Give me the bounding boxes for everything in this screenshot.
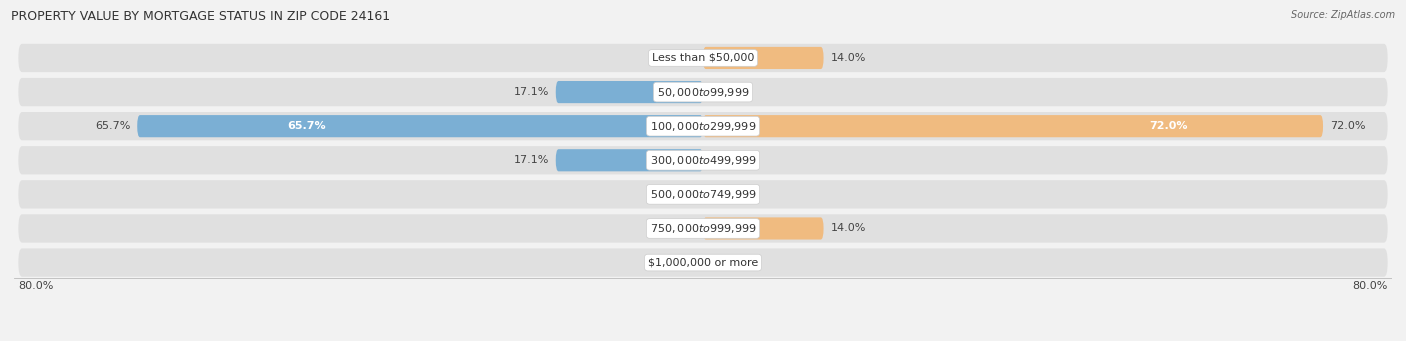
Text: $1,000,000 or more: $1,000,000 or more — [648, 257, 758, 268]
Text: PROPERTY VALUE BY MORTGAGE STATUS IN ZIP CODE 24161: PROPERTY VALUE BY MORTGAGE STATUS IN ZIP… — [11, 10, 391, 23]
FancyBboxPatch shape — [138, 115, 703, 137]
Text: 80.0%: 80.0% — [18, 281, 53, 291]
Text: $300,000 to $499,999: $300,000 to $499,999 — [650, 154, 756, 167]
Text: $750,000 to $999,999: $750,000 to $999,999 — [650, 222, 756, 235]
Text: 0.0%: 0.0% — [662, 257, 690, 268]
Text: 72.0%: 72.0% — [1149, 121, 1187, 131]
Text: Less than $50,000: Less than $50,000 — [652, 53, 754, 63]
Text: 65.7%: 65.7% — [96, 121, 131, 131]
Text: 0.0%: 0.0% — [716, 155, 744, 165]
Text: 14.0%: 14.0% — [831, 223, 866, 234]
FancyBboxPatch shape — [18, 180, 1388, 208]
FancyBboxPatch shape — [18, 44, 1388, 72]
Text: 17.1%: 17.1% — [513, 87, 548, 97]
Text: $100,000 to $299,999: $100,000 to $299,999 — [650, 120, 756, 133]
Text: Source: ZipAtlas.com: Source: ZipAtlas.com — [1291, 10, 1395, 20]
FancyBboxPatch shape — [703, 115, 1323, 137]
FancyBboxPatch shape — [555, 81, 703, 103]
Text: 14.0%: 14.0% — [831, 53, 866, 63]
FancyBboxPatch shape — [18, 112, 1388, 140]
Text: 0.0%: 0.0% — [716, 189, 744, 199]
Text: $50,000 to $99,999: $50,000 to $99,999 — [657, 86, 749, 99]
FancyBboxPatch shape — [18, 78, 1388, 106]
FancyBboxPatch shape — [18, 146, 1388, 175]
FancyBboxPatch shape — [703, 47, 824, 69]
Text: 0.0%: 0.0% — [716, 257, 744, 268]
FancyBboxPatch shape — [18, 214, 1388, 243]
Text: $500,000 to $749,999: $500,000 to $749,999 — [650, 188, 756, 201]
Text: 0.0%: 0.0% — [662, 223, 690, 234]
Text: 17.1%: 17.1% — [513, 155, 548, 165]
FancyBboxPatch shape — [703, 218, 824, 239]
Text: 80.0%: 80.0% — [1353, 281, 1388, 291]
Text: 0.0%: 0.0% — [716, 87, 744, 97]
Text: 72.0%: 72.0% — [1330, 121, 1365, 131]
Text: 65.7%: 65.7% — [288, 121, 326, 131]
Text: 0.0%: 0.0% — [662, 53, 690, 63]
FancyBboxPatch shape — [18, 248, 1388, 277]
FancyBboxPatch shape — [555, 149, 703, 172]
Text: 0.0%: 0.0% — [662, 189, 690, 199]
